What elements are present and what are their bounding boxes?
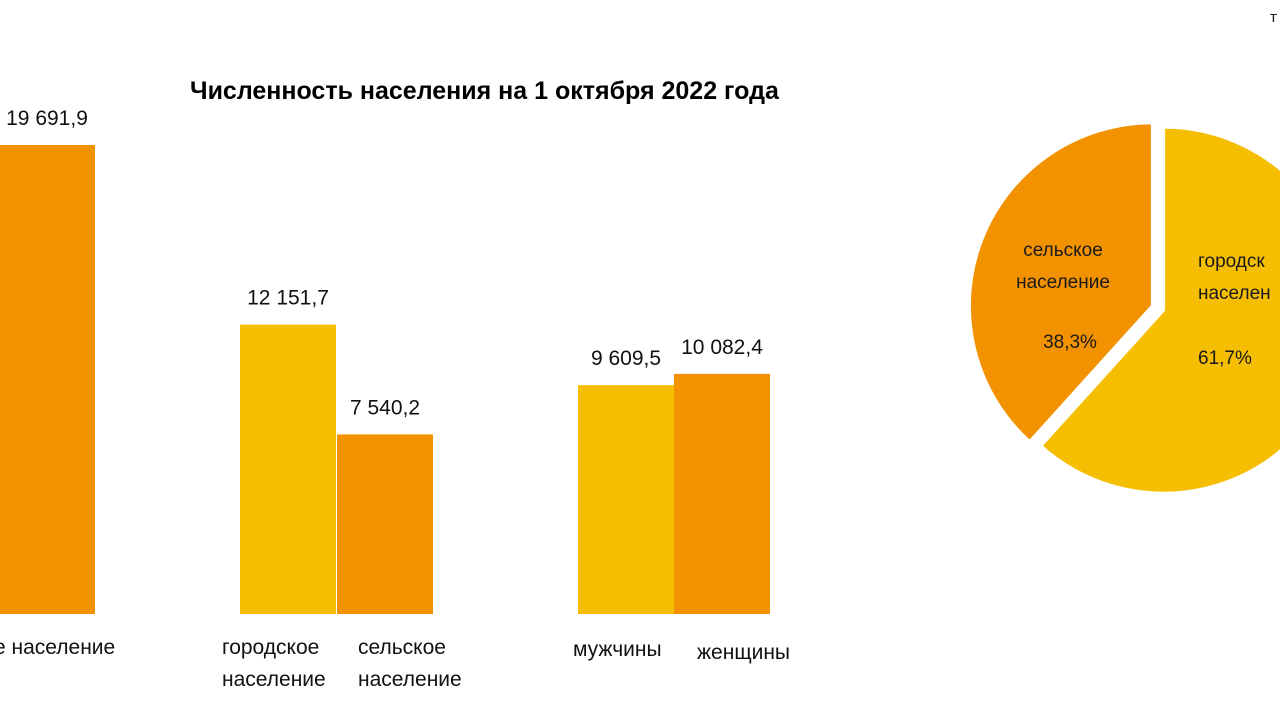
category-label-women: женщины bbox=[697, 641, 790, 664]
pie-slice-percent: 38,3% bbox=[1043, 332, 1097, 353]
category-label-urban: городское население bbox=[222, 636, 326, 691]
bar-value-label: 9 609,5 bbox=[591, 347, 661, 370]
bar-value-label: 12 151,7 bbox=[247, 287, 329, 310]
bar-3 bbox=[337, 434, 433, 614]
pie-slice-name: население bbox=[1016, 272, 1110, 293]
bar-1 bbox=[0, 145, 95, 614]
pie-slice-percent: 61,7% bbox=[1198, 348, 1252, 369]
category-label-rural: сельское население bbox=[358, 636, 462, 691]
pie-slice-1 bbox=[967, 121, 1154, 444]
bar-value-label: 7 540,2 bbox=[350, 396, 420, 419]
pie-chart: сельское население 38,3% городск населен 61,7… bbox=[967, 121, 1280, 495]
corner-text: т bbox=[1270, 9, 1277, 26]
bar-5 bbox=[674, 373, 770, 614]
category-label-men: мужчины bbox=[573, 638, 662, 661]
bar-value-label: 19 691,9 bbox=[6, 107, 88, 130]
bar-2 bbox=[240, 324, 336, 614]
pie-slice-name: городск bbox=[1198, 251, 1265, 272]
bar-4 bbox=[578, 385, 674, 614]
pie-slice-2 bbox=[1038, 125, 1280, 495]
pie-slice-name: сельское bbox=[1023, 240, 1103, 261]
category-label-total: е население bbox=[0, 636, 115, 659]
chart-title: Численность населения на 1 октября 2022 … bbox=[190, 77, 780, 105]
bar-chart: 19 691,9 12 151,7 7 540,2 9 609,5 10 082,4 е … bbox=[0, 107, 790, 691]
pie-slice-name: населен bbox=[1198, 283, 1271, 304]
bar-value-label: 10 082,4 bbox=[681, 336, 763, 359]
